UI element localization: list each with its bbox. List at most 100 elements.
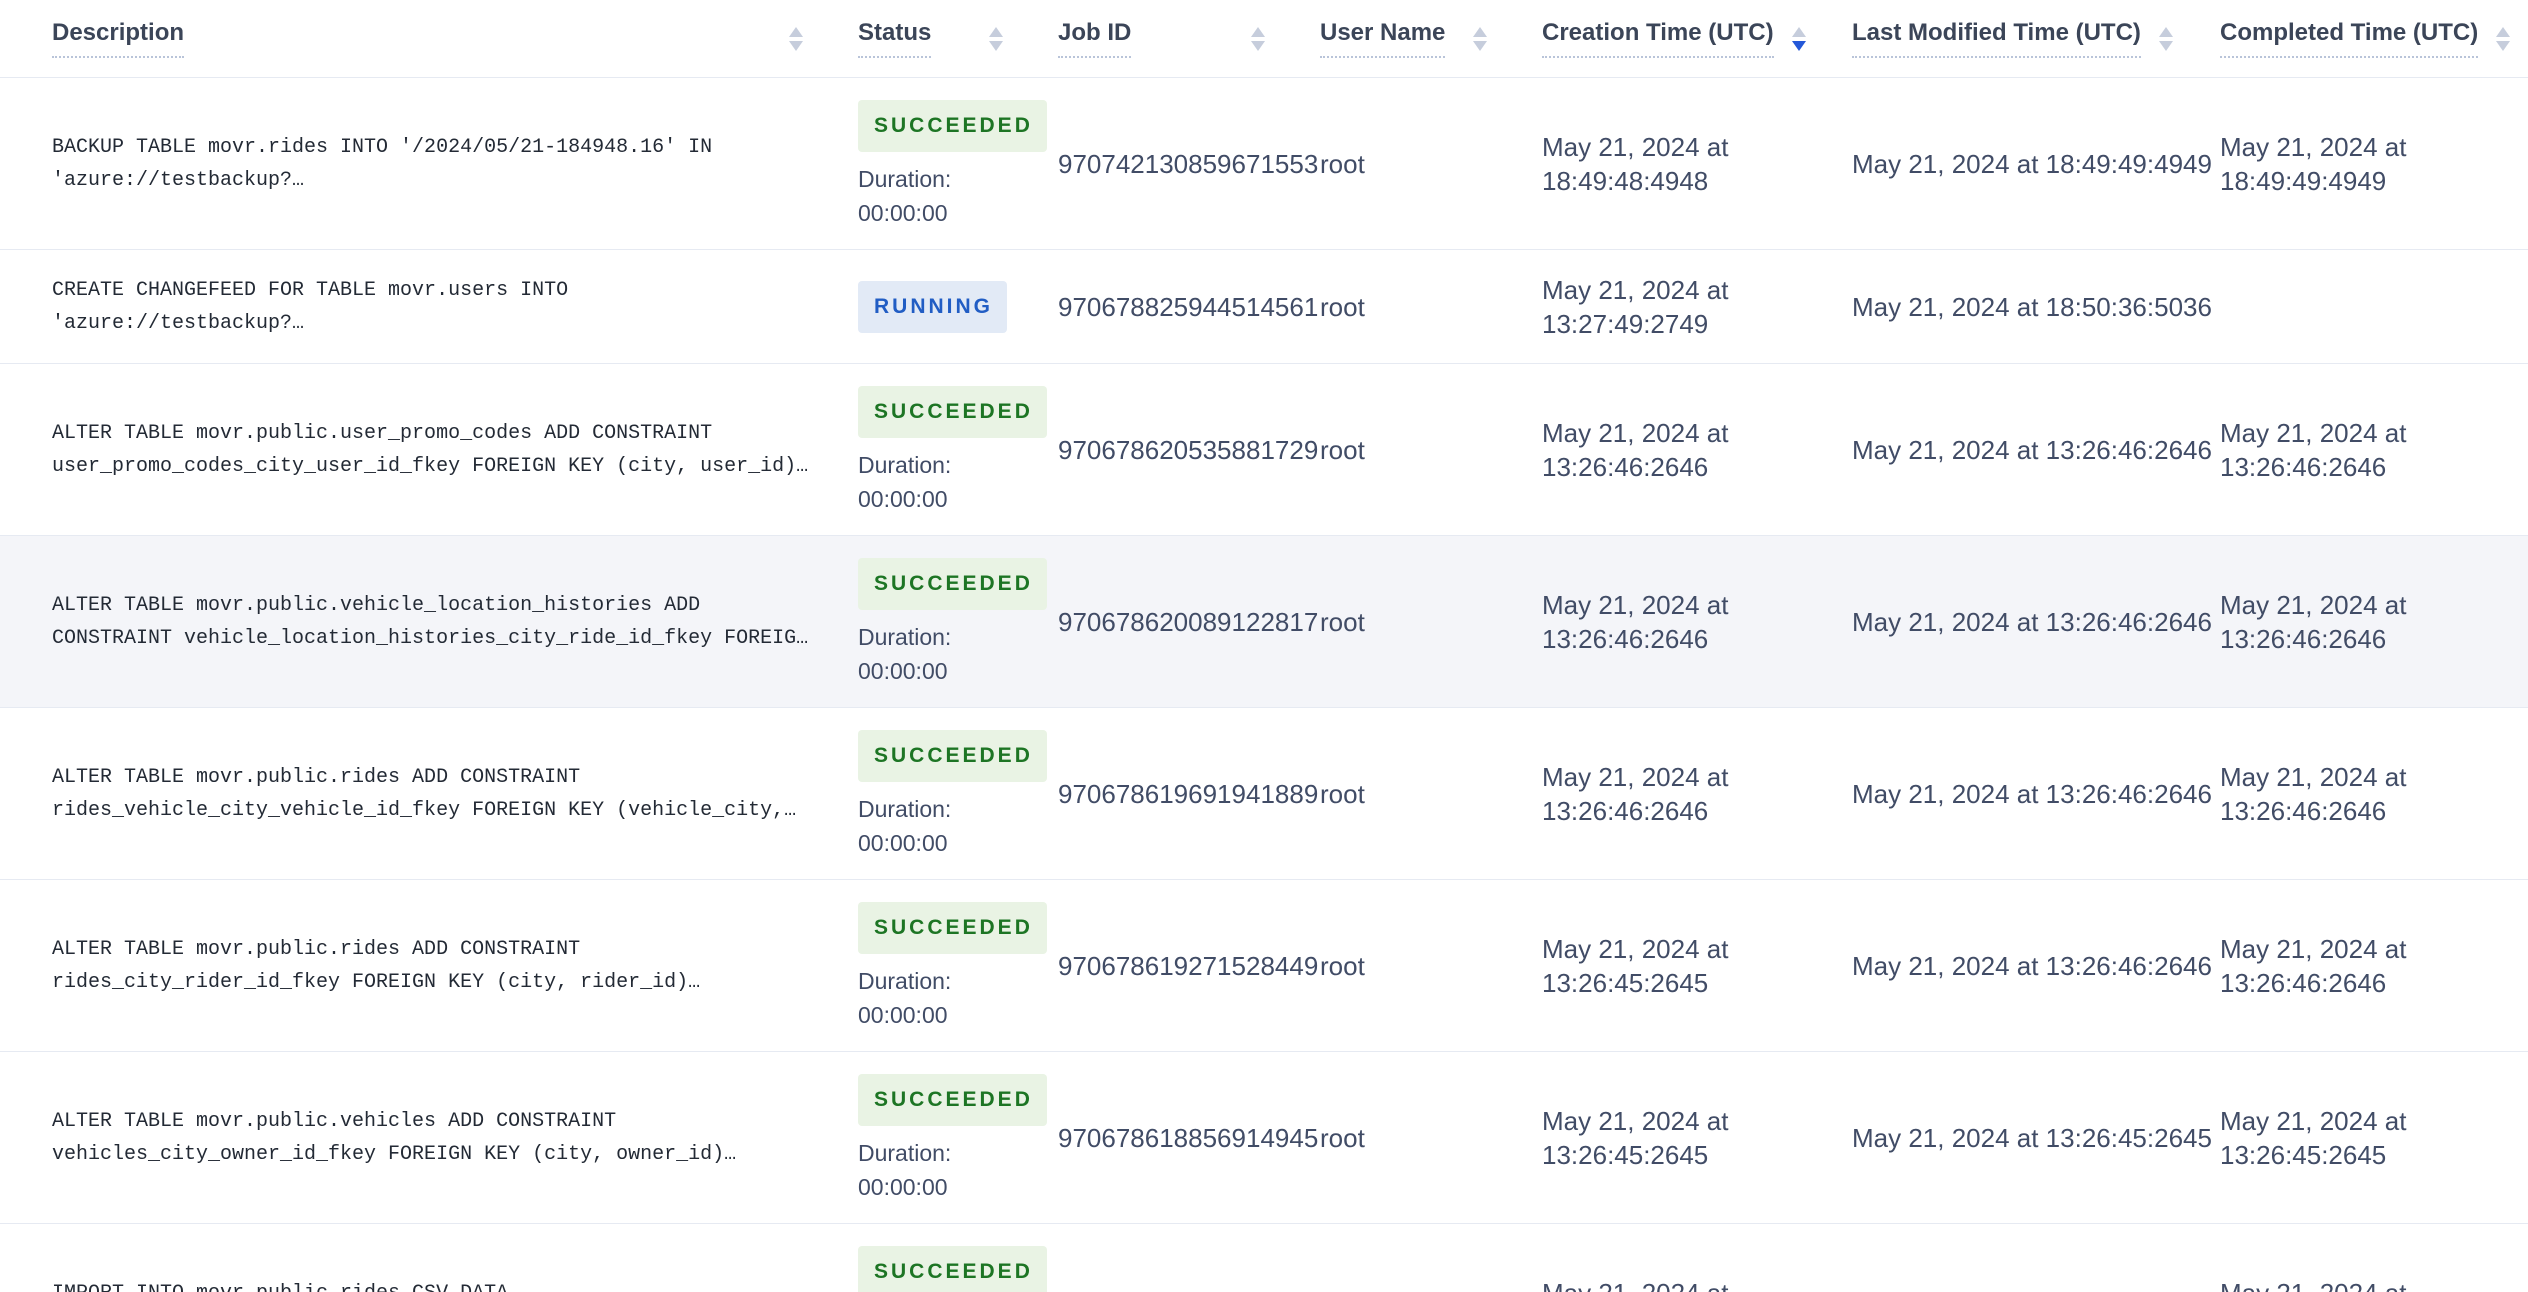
column-header-completed-time[interactable]: Completed Time (UTC) <box>2220 19 2528 58</box>
completed-time: May 21, 2024 at 13:26:46:2646 <box>2220 589 2407 654</box>
creation-time: May 21, 2024 at 13:26:43:2643 <box>1542 1254 1852 1292</box>
column-header-status[interactable]: Status <box>858 19 1058 58</box>
last-modified-time: May 21, 2024 at 13:26:45:2645 <box>1852 1122 2212 1153</box>
status-badge: SUCCEEDED <box>858 1246 1047 1292</box>
creation-time: May 21, 2024 at 13:27:49:2749 <box>1542 274 1729 339</box>
duration-value: 00:00:00 <box>858 658 948 684</box>
duration-label: Duration: <box>858 1140 952 1166</box>
user-name: root <box>1320 950 1365 981</box>
creation-time: May 21, 2024 at 18:49:48:4948 <box>1542 131 1729 196</box>
duration-label: Duration: <box>858 796 952 822</box>
job-description[interactable]: IMPORT INTO movr.public.rides CSV DATA (… <box>0 1255 858 1292</box>
job-id: 970678618856914945 <box>1058 1122 1319 1153</box>
duration-value: 00:00:00 <box>858 200 948 226</box>
completed-time <box>2220 285 2528 329</box>
job-id: 970742130859671553 <box>1058 148 1319 179</box>
sort-icon <box>1791 26 1806 51</box>
status-badge: RUNNING <box>858 280 1007 333</box>
status-cell: SUCCEEDED Duration: 00:00:00 <box>858 78 1058 249</box>
job-description[interactable]: ALTER TABLE movr.public.rides ADD CONSTR… <box>52 765 797 822</box>
column-header-user-name[interactable]: User Name <box>1320 19 1542 58</box>
duration-label: Duration: <box>858 624 952 650</box>
last-modified-time: May 21, 2024 at 18:49:49:4949 <box>1852 148 2212 179</box>
creation-time: May 21, 2024 at 13:26:46:2646 <box>1542 761 1729 826</box>
user-name: root <box>1320 291 1365 322</box>
sort-icon <box>1251 26 1265 51</box>
duration-value: 00:00:00 <box>858 1174 948 1200</box>
status-badge: SUCCEEDED <box>858 902 1047 954</box>
status-badge: SUCCEEDED <box>858 100 1047 152</box>
creation-time: May 21, 2024 at 13:26:45:2645 <box>1542 1105 1729 1170</box>
user-name: root <box>1320 434 1365 465</box>
status-badge: SUCCEEDED <box>858 730 1047 782</box>
last-modified-time: May 21, 2024 at 13:26:46:2646 <box>1852 778 2212 809</box>
job-id: 970678825944514561 <box>1058 291 1319 322</box>
duration-value: 00:00:00 <box>858 830 948 856</box>
sort-icon <box>2496 26 2511 51</box>
user-name: root <box>1320 1122 1365 1153</box>
table-row: IMPORT INTO movr.public.rides CSV DATA (… <box>0 1224 2528 1292</box>
last-modified-time: May 21, 2024 at 13:26:44:2644 <box>1852 1271 2220 1292</box>
column-header-description[interactable]: Description <box>0 19 858 58</box>
column-header-label: Job ID <box>1058 19 1132 58</box>
status-badge: SUCCEEDED <box>858 386 1047 438</box>
creation-time: May 21, 2024 at 13:26:46:2646 <box>1542 589 1729 654</box>
sort-icon <box>989 26 1003 51</box>
job-id: 970678620089122817 <box>1058 606 1319 637</box>
sort-icon <box>789 26 803 51</box>
completed-time: May 21, 2024 at 13:26:44:2644 <box>2220 1254 2528 1292</box>
job-id: 970678620535881729 <box>1058 434 1319 465</box>
last-modified-time: May 21, 2024 at 18:50:36:5036 <box>1852 291 2212 322</box>
status-cell: SUCCEEDED Duration: 00:00:00 <box>858 364 1058 535</box>
column-header-label: Creation Time (UTC) <box>1542 19 1774 58</box>
table-row: ALTER TABLE movr.public.user_promo_codes… <box>0 364 2528 536</box>
creation-time: May 21, 2024 at 13:26:46:2646 <box>1542 417 1729 482</box>
column-header-last-modified-time[interactable]: Last Modified Time (UTC) <box>1852 19 2220 58</box>
column-header-label: User Name <box>1320 19 1446 58</box>
duration-value: 00:00:00 <box>858 486 948 512</box>
status-cell: SUCCEEDED Duration: 00:00:00 <box>858 536 1058 707</box>
job-description[interactable]: BACKUP TABLE movr.rides INTO '/2024/05/2… <box>52 135 713 192</box>
table-row: ALTER TABLE movr.public.vehicles ADD CON… <box>0 1052 2528 1224</box>
last-modified-time: May 21, 2024 at 13:26:46:2646 <box>1852 950 2212 981</box>
job-id: 970678619271528449 <box>1058 950 1319 981</box>
column-header-label: Status <box>858 19 932 58</box>
job-description[interactable]: ALTER TABLE movr.public.vehicle_location… <box>52 593 809 650</box>
completed-time: May 21, 2024 at 18:49:49:4949 <box>2220 131 2407 196</box>
duration-label: Duration: <box>858 452 952 478</box>
job-description[interactable]: ALTER TABLE movr.public.user_promo_codes… <box>52 421 809 478</box>
user-name: root <box>1320 778 1365 809</box>
jobs-table-body: BACKUP TABLE movr.rides INTO '/2024/05/2… <box>0 78 2528 1292</box>
duration-label: Duration: <box>858 968 952 994</box>
column-header-job-id[interactable]: Job ID <box>1058 19 1320 58</box>
column-header-label: Description <box>52 19 185 58</box>
column-header-creation-time[interactable]: Creation Time (UTC) <box>1542 19 1852 58</box>
creation-time: May 21, 2024 at 13:26:45:2645 <box>1542 933 1729 998</box>
last-modified-time: May 21, 2024 at 13:26:46:2646 <box>1852 434 2212 465</box>
user-name: root <box>1320 606 1365 637</box>
sort-icon <box>2158 26 2173 51</box>
status-badge: SUCCEEDED <box>858 558 1047 610</box>
table-row: CREATE CHANGEFEED FOR TABLE movr.users I… <box>0 250 2528 364</box>
last-modified-time: May 21, 2024 at 13:26:46:2646 <box>1852 606 2212 637</box>
job-id: 970678619691941889 <box>1058 778 1319 809</box>
duration-label: Duration: <box>858 166 952 192</box>
column-header-label: Completed Time (UTC) <box>2220 19 2479 58</box>
job-description[interactable]: CREATE CHANGEFEED FOR TABLE movr.users I… <box>52 278 569 335</box>
completed-time: May 21, 2024 at 13:26:46:2646 <box>2220 761 2407 826</box>
status-badge: SUCCEEDED <box>858 1074 1047 1126</box>
job-id: 970678612838252545 <box>1058 1271 1320 1292</box>
job-description[interactable]: ALTER TABLE movr.public.rides ADD CONSTR… <box>52 937 701 994</box>
jobs-table-header: Description Status Job ID User Name Crea… <box>0 0 2528 78</box>
user-name: root <box>1320 1271 1542 1292</box>
completed-time: May 21, 2024 at 13:26:45:2645 <box>2220 1105 2407 1170</box>
completed-time: May 21, 2024 at 13:26:46:2646 <box>2220 933 2407 998</box>
user-name: root <box>1320 148 1365 179</box>
status-cell: SUCCEEDED Duration: 00:00:00 <box>858 1052 1058 1223</box>
status-cell: RUNNING <box>858 259 1058 355</box>
job-description[interactable]: ALTER TABLE movr.public.vehicles ADD CON… <box>52 1109 737 1166</box>
